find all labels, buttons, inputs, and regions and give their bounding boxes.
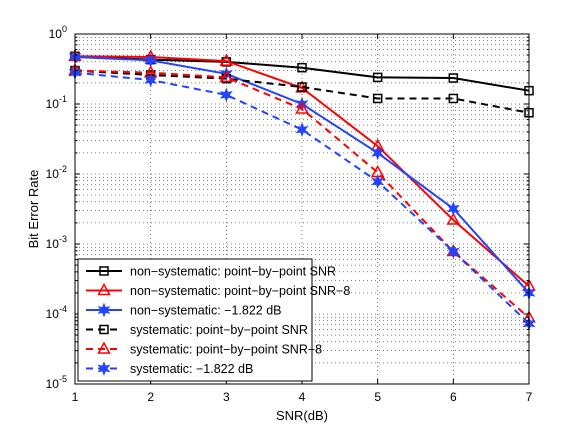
x-tick-label: 6	[450, 390, 457, 404]
legend-label: non−systematic: point−by−point SNR	[130, 265, 336, 279]
data-point-star	[219, 66, 233, 82]
data-point-star	[97, 361, 111, 376]
legend-entry: non−systematic: point−by−point SNR−8	[86, 282, 350, 298]
data-point-star	[219, 87, 233, 103]
x-tick-labels: 1 2 3 4 5 6 7	[72, 390, 533, 404]
y-tick-label: 10-2	[46, 164, 67, 181]
data-point-square	[448, 73, 459, 83]
legend-entry: systematic: point−by−point SNR	[86, 323, 308, 337]
data-point-square	[297, 82, 307, 92]
legend-label: systematic: −1.822 dB	[130, 362, 253, 376]
y-tick-label: 10-5	[46, 374, 67, 391]
data-point-star	[446, 201, 460, 217]
y-tick-label: 100	[49, 24, 67, 41]
data-point-star	[371, 145, 385, 161]
data-point-square	[448, 93, 459, 104]
data-point-star	[371, 174, 385, 189]
legend-entry: non−systematic: −1.822 dB	[86, 302, 281, 318]
data-point-star	[295, 122, 309, 138]
y-tick-labels: 100 10-1 10-2 10-3 10-4 10-5	[46, 24, 67, 391]
series-layer	[68, 48, 536, 332]
x-tick-label: 5	[374, 390, 381, 404]
legend-entry: systematic: −1.822 dB	[86, 361, 253, 376]
legend-entry: non−systematic: point−by−point SNR	[86, 265, 336, 279]
data-point-triangle	[97, 282, 111, 296]
data-point-triangle	[295, 101, 309, 114]
data-point-square	[99, 266, 109, 276]
legend-box	[77, 258, 313, 382]
data-point-triangle	[97, 341, 111, 354]
data-point-square	[99, 324, 109, 335]
x-tick-label: 2	[147, 390, 154, 404]
data-point-triangle	[446, 212, 461, 225]
x-axis-label: SNR(dB)	[276, 408, 328, 423]
legend-entry: systematic: point−by−point SNR−8	[86, 341, 322, 357]
x-tick-label: 1	[72, 390, 79, 404]
data-point-triangle	[219, 69, 234, 83]
data-point-star	[144, 72, 158, 88]
x-tick-label: 4	[299, 390, 306, 404]
data-point-star	[446, 244, 460, 259]
x-tick-label: 7	[526, 390, 533, 404]
data-point-square	[297, 62, 307, 73]
data-point-square	[372, 72, 383, 83]
x-tick-label: 3	[223, 390, 230, 404]
legend-label: systematic: point−by−point SNR−8	[130, 343, 322, 357]
legend: non−systematic: point−by−point SNR non−sy…	[77, 258, 350, 382]
y-tick-label: 10-4	[46, 304, 67, 321]
legend-label: non−systematic: −1.822 dB	[130, 304, 281, 318]
y-tick-label: 10-1	[46, 94, 67, 111]
data-point-star	[97, 302, 111, 318]
legend-label: non−systematic: point−by−point SNR−8	[130, 284, 350, 298]
y-axis-label: Bit Error Rate	[26, 170, 41, 249]
legend-label: systematic: point−by−point SNR	[130, 323, 308, 337]
data-point-square	[372, 93, 383, 104]
axis-ticks	[74, 33, 530, 385]
y-tick-label: 10-3	[46, 234, 67, 251]
data-point-triangle	[219, 53, 234, 66]
